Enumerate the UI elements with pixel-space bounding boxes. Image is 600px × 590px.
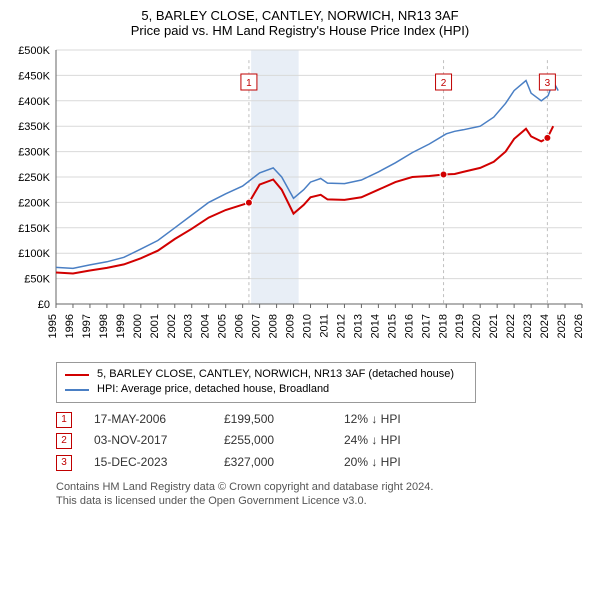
svg-text:£350K: £350K (18, 121, 50, 133)
svg-text:1999: 1999 (115, 314, 127, 338)
svg-text:2018: 2018 (437, 314, 449, 338)
marker-delta-3: 20% ↓ HPI (344, 452, 444, 474)
svg-text:2001: 2001 (149, 314, 161, 338)
marker-price-1: £199,500 (224, 409, 344, 431)
svg-text:£200K: £200K (18, 197, 50, 209)
marker-badge-1: 1 (56, 412, 72, 428)
svg-text:2025: 2025 (556, 314, 568, 338)
svg-text:£150K: £150K (18, 223, 50, 235)
svg-text:£450K: £450K (18, 70, 50, 82)
svg-text:2003: 2003 (183, 314, 195, 338)
svg-text:2024: 2024 (539, 314, 551, 338)
svg-text:2014: 2014 (369, 314, 381, 338)
marker-row-1: 1 17-MAY-2006 £199,500 12% ↓ HPI (56, 409, 588, 431)
footer-line1: Contains HM Land Registry data © Crown c… (56, 480, 536, 494)
svg-text:£250K: £250K (18, 172, 50, 184)
legend-swatch-property (65, 374, 89, 376)
marker-table: 1 17-MAY-2006 £199,500 12% ↓ HPI 2 03-NO… (56, 409, 588, 474)
marker-date-1: 17-MAY-2006 (94, 409, 224, 431)
svg-text:2007: 2007 (251, 314, 263, 338)
legend-item-property: 5, BARLEY CLOSE, CANTLEY, NORWICH, NR13 … (65, 367, 467, 382)
svg-text:1: 1 (246, 78, 252, 89)
footer: Contains HM Land Registry data © Crown c… (56, 480, 536, 509)
svg-text:2022: 2022 (505, 314, 517, 338)
svg-text:2006: 2006 (234, 314, 246, 338)
svg-text:1998: 1998 (98, 314, 110, 338)
svg-text:2023: 2023 (522, 314, 534, 338)
marker-delta-2: 24% ↓ HPI (344, 430, 444, 452)
marker-price-3: £327,000 (224, 452, 344, 474)
legend-item-hpi: HPI: Average price, detached house, Broa… (65, 382, 467, 397)
svg-text:£300K: £300K (18, 147, 50, 159)
svg-text:£100K: £100K (18, 248, 50, 260)
svg-text:2012: 2012 (335, 314, 347, 338)
marker-date-2: 03-NOV-2017 (94, 430, 224, 452)
svg-text:1996: 1996 (64, 314, 76, 338)
svg-text:2019: 2019 (454, 314, 466, 338)
svg-text:2010: 2010 (302, 314, 314, 338)
svg-text:2009: 2009 (285, 314, 297, 338)
svg-text:2: 2 (441, 78, 447, 89)
marker-row-3: 3 15-DEC-2023 £327,000 20% ↓ HPI (56, 452, 588, 474)
svg-text:£500K: £500K (18, 45, 50, 57)
svg-text:2017: 2017 (420, 314, 432, 338)
marker-badge-3: 3 (56, 455, 72, 471)
title-line2: Price paid vs. HM Land Registry's House … (12, 23, 588, 38)
svg-text:£0: £0 (38, 299, 50, 311)
svg-text:£50K: £50K (24, 274, 50, 286)
svg-text:2026: 2026 (573, 314, 585, 338)
chart-area: £0 £50K £100K £150K £200K £250K £300K £350K £400… (12, 44, 588, 354)
legend-label-property: 5, BARLEY CLOSE, CANTLEY, NORWICH, NR13 … (97, 367, 454, 382)
marker-badge-2: 2 (56, 433, 72, 449)
marker-date-3: 15-DEC-2023 (94, 452, 224, 474)
svg-text:2021: 2021 (488, 314, 500, 338)
svg-text:2002: 2002 (166, 314, 178, 338)
title-line1: 5, BARLEY CLOSE, CANTLEY, NORWICH, NR13 … (12, 8, 588, 23)
svg-text:3: 3 (545, 78, 551, 89)
chart-container: 5, BARLEY CLOSE, CANTLEY, NORWICH, NR13 … (0, 0, 600, 516)
svg-text:2005: 2005 (217, 314, 229, 338)
svg-text:2004: 2004 (200, 314, 212, 338)
svg-text:2008: 2008 (268, 314, 280, 338)
marker-row-2: 2 03-NOV-2017 £255,000 24% ↓ HPI (56, 430, 588, 452)
legend: 5, BARLEY CLOSE, CANTLEY, NORWICH, NR13 … (56, 362, 476, 403)
legend-label-hpi: HPI: Average price, detached house, Broa… (97, 382, 329, 397)
chart-svg: £0 £50K £100K £150K £200K £250K £300K £350K £400… (12, 44, 588, 354)
svg-text:2013: 2013 (352, 314, 364, 338)
svg-text:1995: 1995 (47, 314, 59, 338)
svg-text:£400K: £400K (18, 96, 50, 108)
svg-text:2020: 2020 (471, 314, 483, 338)
marker-delta-1: 12% ↓ HPI (344, 409, 444, 431)
svg-text:2016: 2016 (403, 314, 415, 338)
svg-text:1997: 1997 (81, 314, 93, 338)
footer-line2: This data is licensed under the Open Gov… (56, 494, 536, 508)
title-block: 5, BARLEY CLOSE, CANTLEY, NORWICH, NR13 … (12, 8, 588, 38)
svg-text:2011: 2011 (318, 314, 330, 338)
svg-text:2000: 2000 (132, 314, 144, 338)
marker-price-2: £255,000 (224, 430, 344, 452)
svg-text:2015: 2015 (386, 314, 398, 338)
legend-swatch-hpi (65, 389, 89, 391)
